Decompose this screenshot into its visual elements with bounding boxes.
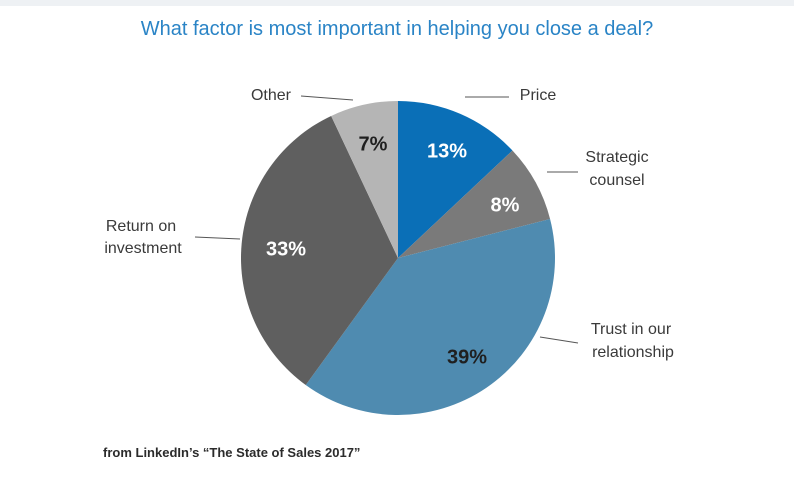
category-label: Strategic [585, 149, 648, 166]
percent-label: 33% [266, 238, 306, 260]
leader-line [300, 95, 354, 101]
source-note: from LinkedIn’s “The State of Sales 2017… [103, 445, 361, 460]
category-labels: Price Strategic counsel Trust in our relatio… [104, 87, 674, 361]
leader-lines [194, 95, 579, 344]
category-label: Other [251, 87, 292, 104]
pie-slices [240, 101, 556, 416]
pie-slice-price [398, 101, 513, 258]
category-label: relationship [592, 344, 674, 361]
pie-slice-return-on-investment [240, 115, 398, 386]
leader-line [539, 336, 579, 344]
category-label: Return on [106, 218, 176, 235]
chart-title: What factor is most important in helping… [140, 18, 654, 40]
percent-label: 7% [359, 133, 388, 155]
pie-slice-other [331, 101, 398, 258]
category-label: Price [520, 87, 557, 104]
pie-slice-trust-in-our-relationship [305, 218, 556, 416]
percent-label: 39% [447, 346, 487, 368]
category-label: Trust in our [591, 321, 672, 338]
percent-label: 8% [491, 194, 520, 216]
percent-label: 13% [427, 140, 467, 162]
category-label: investment [104, 240, 182, 257]
leader-line [194, 236, 241, 240]
percent-labels: 13% 8% 39% 33% 7% [266, 133, 520, 368]
pie-slice-strategic-counsel [398, 150, 551, 258]
top-divider [0, 0, 794, 6]
category-label: counsel [589, 172, 644, 189]
